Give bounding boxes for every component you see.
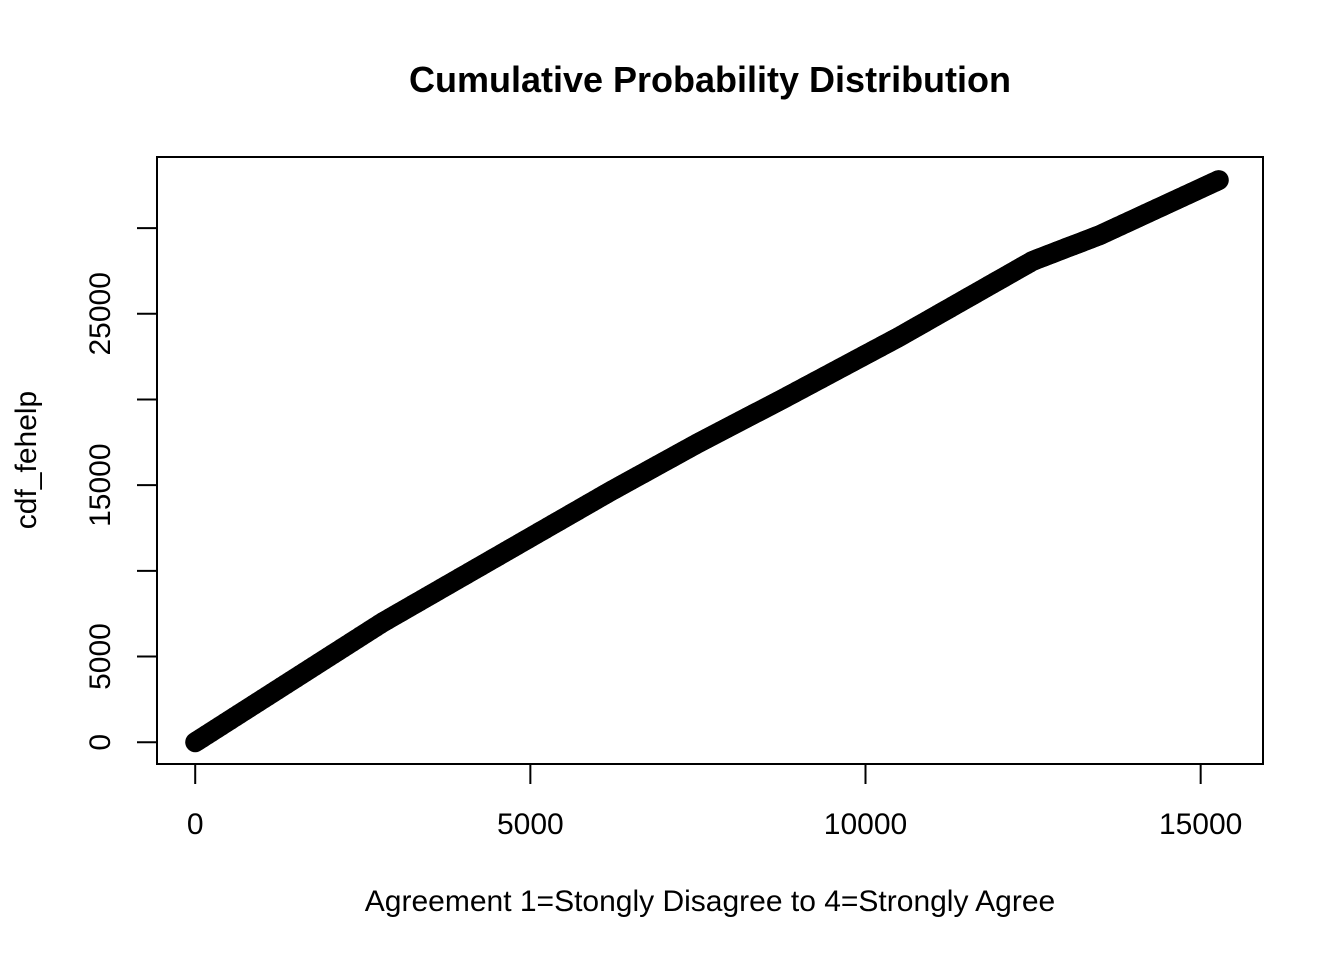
- data-points: [185, 170, 1229, 753]
- y-axis: 0 5000 15000 25000: [84, 227, 158, 751]
- chart-title: Cumulative Probability Distribution: [409, 59, 1011, 100]
- x-tick-label: 10000: [824, 808, 907, 841]
- x-tick-label: 5000: [497, 808, 564, 841]
- plot-frame: [156, 156, 1264, 765]
- y-tick-label: 0: [84, 734, 117, 751]
- x-axis: 0 5000 10000 15000: [187, 763, 1242, 841]
- x-axis-label: Agreement 1=Stongly Disagree to 4=Strong…: [365, 885, 1055, 918]
- data-point: [1208, 170, 1229, 191]
- y-tick-label: 5000: [84, 623, 117, 690]
- x-tick-label: 0: [187, 808, 204, 841]
- y-tick-label: 25000: [84, 272, 117, 355]
- y-tick-label: 15000: [84, 443, 117, 526]
- y-axis-label: cdf_fehelp: [10, 391, 43, 529]
- x-tick-label: 15000: [1159, 808, 1242, 841]
